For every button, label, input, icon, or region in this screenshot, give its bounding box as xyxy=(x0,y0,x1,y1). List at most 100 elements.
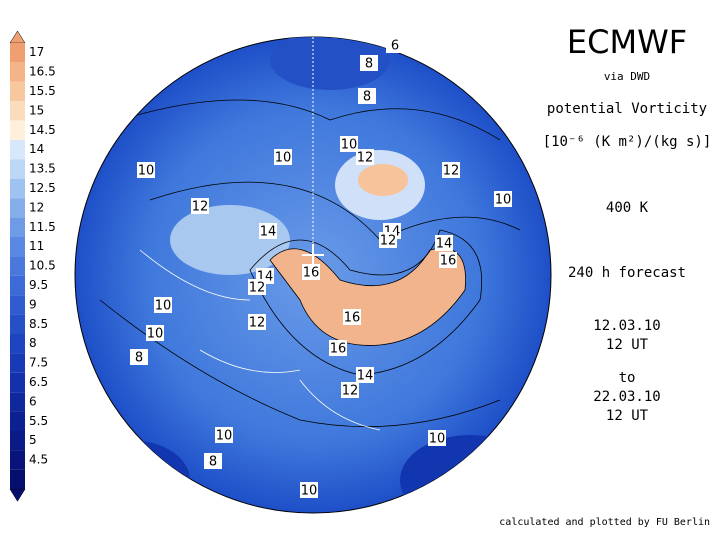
colorbar-swatch xyxy=(10,469,25,490)
colorbar-label: 4.5 xyxy=(29,453,48,467)
colorbar-swatch xyxy=(10,314,25,334)
contour-label: 10 xyxy=(147,327,164,342)
contour-label: 10 xyxy=(138,164,155,179)
contour-label-bg xyxy=(215,427,233,443)
colorbar-label: 15 xyxy=(29,103,44,117)
contour-label: 14 xyxy=(260,225,277,240)
colorbar-swatch xyxy=(10,120,25,140)
contour-label: 12 xyxy=(342,384,359,399)
colorbar-swatch xyxy=(10,101,25,121)
colorbar-swatch xyxy=(10,217,25,237)
source: via DWD xyxy=(604,70,650,83)
contour-label-bg xyxy=(329,340,347,356)
colorbar-label: 14.5 xyxy=(29,123,56,137)
colorbar-swatch xyxy=(10,178,25,199)
colorbar-label: 9.5 xyxy=(29,278,48,292)
contour-label: 10 xyxy=(301,484,318,499)
colorbar-label: 16.5 xyxy=(29,65,56,79)
colorbar-swatch xyxy=(10,198,25,218)
contour-label-bg xyxy=(343,309,361,325)
to-time: 12 UT xyxy=(606,408,649,424)
colorbar-swatch xyxy=(10,81,25,102)
colorbar-swatch xyxy=(10,237,25,257)
colorbar-swatch xyxy=(10,411,25,431)
colorbar-swatch xyxy=(10,140,25,160)
to-date: 22.03.10 xyxy=(593,389,660,405)
from-time: 12 UT xyxy=(606,337,649,353)
colorbar-swatch xyxy=(10,353,25,373)
contour-label-bg xyxy=(439,252,457,268)
contour-label-bg xyxy=(300,482,318,498)
from-date: 12.03.10 xyxy=(593,318,660,334)
contour-label: 10 xyxy=(275,151,292,166)
colorbar-label: 17 xyxy=(29,45,44,59)
contour-label: 8 xyxy=(209,455,217,470)
colorbar-top xyxy=(9,30,26,44)
contour-label-bg xyxy=(248,314,266,330)
colorbar-label: 7.5 xyxy=(29,356,48,370)
contour-label: 14 xyxy=(357,369,374,384)
contour-label-bg xyxy=(428,430,446,446)
contour-label: 8 xyxy=(363,90,371,105)
contour-label: 12 xyxy=(249,316,266,331)
quantity: potential Vorticity xyxy=(547,101,707,117)
contour-label-bg xyxy=(386,37,404,53)
contour-label-bg xyxy=(259,223,277,239)
colorbar-swatch xyxy=(10,431,25,451)
contour-label-bg xyxy=(379,232,397,248)
contour-label: 10 xyxy=(341,138,358,153)
contour-label-bg xyxy=(130,349,148,365)
contour-label-bg xyxy=(191,198,209,214)
contour-label-bg xyxy=(356,367,374,383)
colorbar-label: 5 xyxy=(29,433,37,447)
contour-label: 8 xyxy=(365,57,373,72)
colorbar-label: 11 xyxy=(29,239,44,253)
contour-label-bg xyxy=(360,55,378,71)
colorbar-swatch xyxy=(10,372,25,393)
contour-label-bg xyxy=(154,297,172,313)
contour-label: 12 xyxy=(380,234,397,249)
colorbar-swatch xyxy=(10,275,25,296)
colorbar-label: 11.5 xyxy=(29,220,56,234)
contour-label: 6 xyxy=(391,39,399,54)
contour-label: 16 xyxy=(330,342,347,357)
contour-label: 12 xyxy=(192,200,209,215)
colorbar-swatch xyxy=(10,392,25,412)
colorbar-label: 5.5 xyxy=(29,414,48,428)
colorbar-label: 8 xyxy=(29,336,37,350)
contour-label: 8 xyxy=(135,351,143,366)
forecast: 240 h forecast xyxy=(568,265,686,281)
contour-label: 12 xyxy=(249,281,266,296)
contour-label-bg xyxy=(146,325,164,341)
contour-label-bg xyxy=(274,149,292,165)
contour-label-bg xyxy=(340,136,358,152)
contour-labels: 6881012101012101214141214161614121012108… xyxy=(130,37,512,499)
contour-label-bg xyxy=(137,162,155,178)
colorbar-label: 12 xyxy=(29,200,44,214)
contour-label: 10 xyxy=(155,299,172,314)
colorbar-swatch xyxy=(10,450,25,470)
contour-label: 10 xyxy=(216,429,233,444)
contour-label: 16 xyxy=(344,311,361,326)
contour-label-bg xyxy=(248,279,266,295)
title: ECMWF xyxy=(567,23,687,61)
colorbar-label: 9 xyxy=(29,297,37,311)
contour-label-bg xyxy=(435,235,453,251)
colorbar-swatch xyxy=(10,43,25,63)
colorbar-label: 10.5 xyxy=(29,259,56,273)
colorbar-label: 6 xyxy=(29,394,37,408)
contour-label-bg xyxy=(204,453,222,469)
colorbar-swatch xyxy=(10,256,25,276)
contour-label: 12 xyxy=(357,151,374,166)
contour-label-bg xyxy=(341,382,359,398)
footer: calculated and plotted by FU Berlin xyxy=(499,517,710,528)
colorbar-label: 15.5 xyxy=(29,84,56,98)
to: to xyxy=(619,370,636,386)
contour-label: 16 xyxy=(440,254,457,269)
colorbar-label: 13.5 xyxy=(29,162,56,176)
contour-label-bg xyxy=(302,264,320,280)
colorbar-label: 6.5 xyxy=(29,375,48,389)
colorbar-label: 14 xyxy=(29,142,44,156)
level: 400 K xyxy=(606,200,649,216)
